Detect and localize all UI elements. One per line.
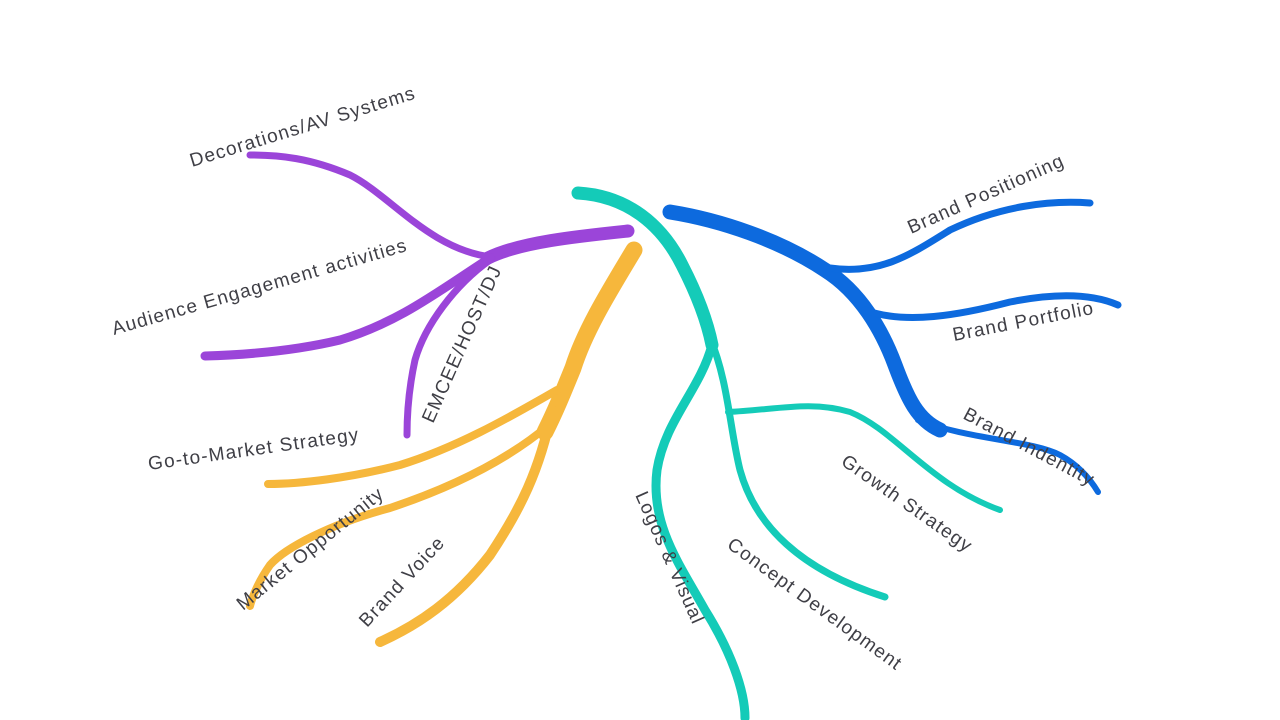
yellow-link-go-to-market <box>264 386 561 488</box>
label-brand-voice: Brand Voice <box>355 532 449 631</box>
label-logos-visual: Logos & Visual <box>630 488 707 627</box>
yellow-main-trunk <box>536 241 643 441</box>
label-concept-development: Concept Development <box>723 534 906 675</box>
yellow-branch <box>246 241 643 647</box>
purple-link-decorations <box>246 151 496 261</box>
label-brand-positioning: Brand Positioning <box>904 151 1067 239</box>
label-growth-strategy: Growth Strategy <box>837 451 976 557</box>
teal-main-trunk <box>571 186 719 352</box>
label-audience-engagement: Audience Engagement activities <box>110 235 410 340</box>
teal-branch <box>571 186 1003 720</box>
yellow-link-market-opportunity <box>246 421 553 610</box>
purple-main-trunk <box>481 224 635 265</box>
purple-link-audience <box>200 253 495 361</box>
purple-link-emcee <box>403 256 494 439</box>
blue-link-positioning <box>826 198 1094 273</box>
label-market-opportunity: Market Opportunity <box>233 483 389 615</box>
teal-link-logos <box>651 340 750 720</box>
label-brand-portfolio: Brand Portfolio <box>951 298 1096 346</box>
purple-branch <box>200 151 635 439</box>
blue-link-portfolio <box>861 292 1122 321</box>
blue-link-identity <box>915 417 1101 495</box>
teal-link-growth <box>725 403 1003 513</box>
label-go-to-market-strategy: Go-to-Market Strategy <box>147 424 361 474</box>
blue-main-trunk <box>662 204 948 438</box>
yellow-link-brand-voice <box>375 405 557 647</box>
blue-branch <box>662 198 1122 495</box>
label-brand-identity: Brand Indentity <box>960 404 1099 491</box>
teal-link-concept <box>706 334 889 601</box>
